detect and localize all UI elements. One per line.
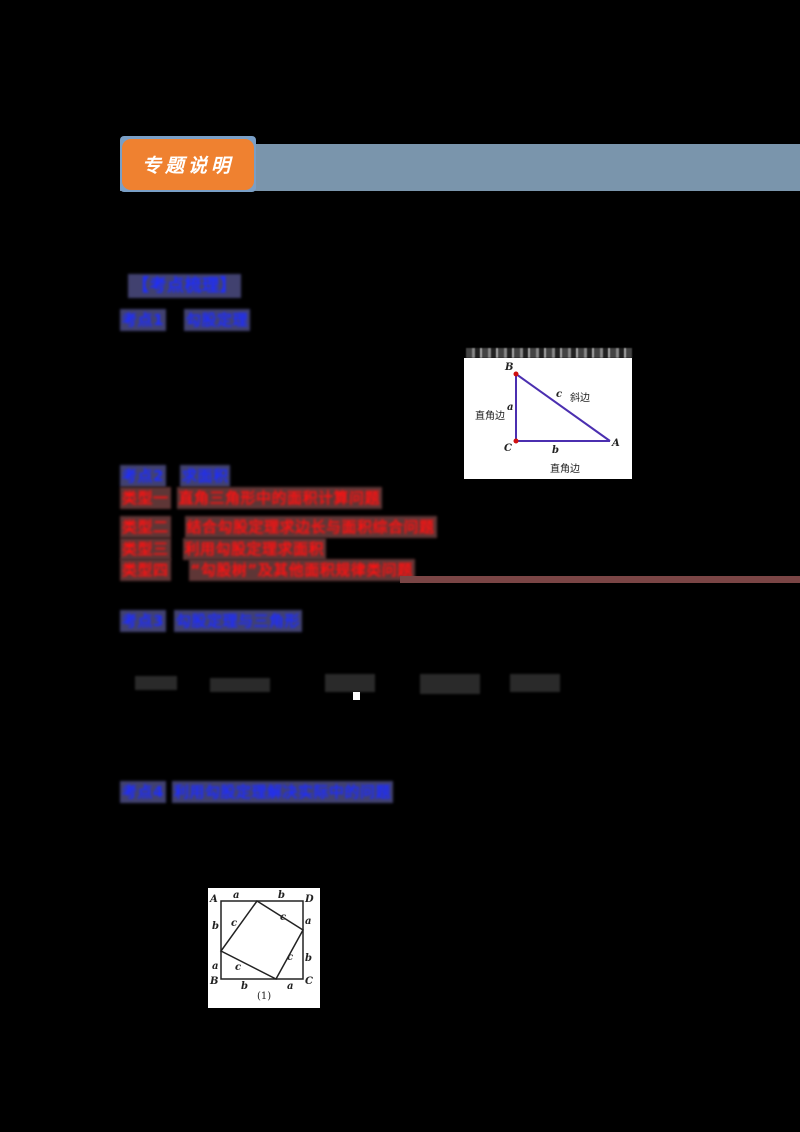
type-label: 类型四 (120, 559, 171, 581)
point-1-heading: 考点1 勾股定理 (120, 309, 250, 331)
type-text: 利用勾股定理求面积 (182, 538, 327, 560)
type-3-line: 类型三 利用勾股定理求面积 (120, 538, 327, 560)
bottom-b-label: b (241, 981, 248, 992)
vertex-a-label: A (612, 438, 620, 449)
type-text: 直角三角形中的面积计算问题 (176, 487, 383, 509)
inner-c-label-2: c (280, 912, 287, 923)
left-b-label: b (212, 921, 219, 932)
inner-c-label-4: c (287, 952, 294, 963)
type-label: 类型一 (120, 487, 171, 509)
right-triangle-figure: B C A a b c 斜边 直角边 直角边 (464, 358, 632, 479)
left-a-label: a (212, 961, 219, 972)
bottom-a-label: a (287, 981, 294, 992)
figure-caption: (1) (257, 991, 272, 1002)
side-a-label: a (507, 402, 514, 413)
type-text: 结合勾股定理求边长与面积综合问题 (184, 516, 437, 538)
corner-b-label: B (210, 976, 219, 987)
point-label: 考点3 (120, 610, 166, 632)
right-a-label: a (305, 916, 312, 927)
point-title: 求面积 (179, 465, 231, 487)
section-divider (400, 576, 800, 583)
top-b-label: b (278, 890, 285, 901)
horizontal-leg-label: 直角边 (550, 464, 580, 475)
point-title: 勾股定理 (183, 309, 250, 331)
type-1-line: 类型一 直角三角形中的面积计算问题 (120, 487, 383, 509)
pythagorean-square-figure: A D B C a b a b b a b a c c c c (1) (208, 888, 320, 1008)
point-label: 考点4 (120, 781, 166, 803)
point-4-heading: 考点4 利用勾股定理解决实际中的问题 (120, 781, 393, 803)
vertex-b-label: B (505, 362, 514, 373)
header-tab-title: 专题说明 (122, 139, 254, 190)
triangle-figure-caption (466, 348, 632, 358)
inner-c-label-1: c (231, 918, 238, 929)
top-a-label: a (233, 890, 240, 901)
type-2-line: 类型二 结合勾股定理求边长与面积综合问题 (120, 516, 437, 538)
corner-d-label: D (305, 894, 314, 905)
type-label: 类型二 (120, 516, 171, 538)
section-title-wrap: 【考点梳理】 (128, 274, 241, 298)
hypotenuse-label: 斜边 (570, 393, 590, 404)
side-b-label: b (552, 445, 559, 456)
right-b-label: b (305, 953, 312, 964)
side-c-label: c (556, 389, 563, 400)
vertical-leg-label: 直角边 (475, 411, 505, 422)
point-label: 考点2 (120, 465, 166, 487)
corner-a-label: A (210, 894, 218, 905)
point-label: 考点1 (120, 309, 166, 331)
type-4-line: 类型四 “勾股树”及其他面积规律类问题 (120, 559, 415, 581)
type-text: “勾股树”及其他面积规律类问题 (188, 559, 415, 581)
formula-row (120, 668, 570, 700)
corner-c-label: C (305, 976, 313, 987)
right-triangle-diagram (513, 371, 611, 444)
point-title: 勾股定理与三角形 (173, 610, 302, 632)
square-proof-diagram (219, 899, 304, 980)
vertex-c-label: C (504, 443, 512, 454)
point-2-heading: 考点2 求面积 (120, 465, 231, 487)
section-title: 【考点梳理】 (128, 274, 241, 298)
point-title: 利用勾股定理解决实际中的问题 (171, 781, 393, 803)
type-label: 类型三 (120, 538, 171, 560)
point-3-heading: 考点3 勾股定理与三角形 (120, 610, 302, 632)
inner-c-label-3: c (235, 962, 242, 973)
